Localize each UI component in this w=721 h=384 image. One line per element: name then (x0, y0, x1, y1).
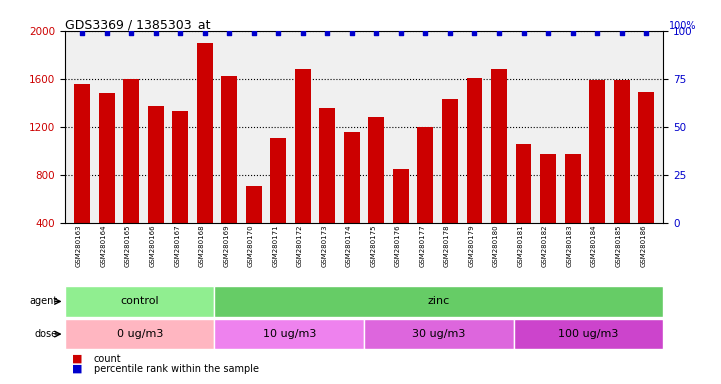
Text: zinc: zinc (428, 296, 450, 306)
Text: 100%: 100% (669, 21, 696, 31)
Bar (74, 84, 90, 223)
Point (444, 30, 456, 36)
Point (567, 30, 578, 36)
Bar (221, 76, 237, 223)
Bar (491, 69, 507, 223)
Text: control: control (120, 296, 159, 306)
FancyBboxPatch shape (215, 286, 663, 317)
FancyBboxPatch shape (65, 286, 215, 317)
Point (640, 30, 652, 36)
FancyBboxPatch shape (364, 319, 514, 349)
Point (76, 30, 88, 36)
Point (273, 30, 284, 36)
Text: 100 ug/m3: 100 ug/m3 (558, 329, 619, 339)
Text: 0 ug/m3: 0 ug/m3 (117, 329, 163, 339)
Bar (99, 93, 115, 223)
Bar (516, 144, 531, 223)
Bar (614, 80, 629, 223)
Text: ■: ■ (72, 354, 83, 364)
Point (346, 30, 358, 36)
Point (518, 30, 529, 36)
Point (591, 30, 603, 36)
FancyBboxPatch shape (514, 319, 663, 349)
FancyBboxPatch shape (65, 319, 215, 349)
Bar (638, 92, 654, 223)
Point (150, 30, 162, 36)
Point (322, 30, 333, 36)
Bar (197, 43, 213, 223)
Bar (148, 106, 164, 223)
FancyBboxPatch shape (215, 319, 364, 349)
Point (616, 30, 627, 36)
Point (248, 30, 260, 36)
Bar (319, 108, 335, 223)
Text: ■: ■ (72, 364, 83, 374)
Bar (368, 117, 384, 223)
Text: count: count (94, 354, 121, 364)
Point (125, 30, 137, 36)
Point (493, 30, 505, 36)
Bar (172, 111, 188, 223)
Point (420, 30, 431, 36)
Bar (565, 154, 580, 223)
Bar (417, 127, 433, 223)
Text: dose: dose (35, 329, 58, 339)
Text: agent: agent (30, 296, 58, 306)
Text: GDS3369 / 1385303_at: GDS3369 / 1385303_at (65, 18, 211, 31)
Point (371, 30, 382, 36)
Bar (442, 99, 458, 223)
Point (469, 30, 480, 36)
Bar (393, 169, 409, 223)
Point (174, 30, 186, 36)
Bar (589, 80, 605, 223)
Text: 10 ug/m3: 10 ug/m3 (262, 329, 316, 339)
Point (199, 30, 211, 36)
Bar (295, 69, 311, 223)
Point (542, 30, 554, 36)
Point (395, 30, 407, 36)
Bar (246, 185, 262, 223)
Point (224, 30, 235, 36)
Bar (344, 131, 360, 223)
Bar (270, 137, 286, 223)
Text: 30 ug/m3: 30 ug/m3 (412, 329, 466, 339)
Bar (540, 154, 556, 223)
Bar (466, 78, 482, 223)
Text: percentile rank within the sample: percentile rank within the sample (94, 364, 259, 374)
Point (101, 30, 112, 36)
Point (297, 30, 309, 36)
Bar (123, 79, 139, 223)
